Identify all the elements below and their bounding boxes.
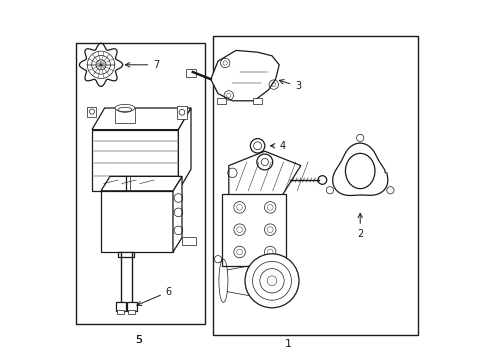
Text: 7: 7 — [125, 60, 159, 70]
Circle shape — [254, 142, 262, 150]
Ellipse shape — [345, 153, 375, 189]
Bar — [101, 191, 173, 252]
Text: 5: 5 — [135, 335, 142, 345]
Bar — [76, 43, 205, 324]
Circle shape — [257, 154, 273, 170]
Text: 3: 3 — [279, 80, 301, 91]
Ellipse shape — [115, 104, 135, 112]
Bar — [115, 108, 135, 123]
Polygon shape — [211, 50, 279, 101]
Bar — [253, 98, 262, 104]
Text: 6: 6 — [137, 287, 172, 306]
Bar — [87, 107, 97, 117]
Bar — [221, 194, 286, 266]
Circle shape — [318, 176, 327, 184]
Circle shape — [245, 254, 299, 308]
Bar — [186, 69, 196, 77]
Text: 4: 4 — [270, 141, 285, 151]
Text: 5: 5 — [135, 335, 142, 345]
Bar — [128, 310, 135, 314]
Circle shape — [250, 139, 265, 153]
Polygon shape — [178, 108, 191, 191]
Bar — [176, 106, 187, 119]
Bar — [92, 130, 178, 191]
Polygon shape — [173, 176, 182, 252]
Polygon shape — [101, 176, 182, 191]
Text: 1: 1 — [285, 339, 292, 349]
Bar — [116, 302, 126, 311]
Bar — [182, 237, 196, 245]
Bar — [126, 302, 137, 311]
Bar — [117, 310, 124, 314]
Bar — [213, 36, 418, 335]
Polygon shape — [92, 108, 191, 130]
Text: 2: 2 — [357, 213, 363, 239]
Bar — [217, 98, 226, 104]
Bar — [118, 252, 134, 257]
